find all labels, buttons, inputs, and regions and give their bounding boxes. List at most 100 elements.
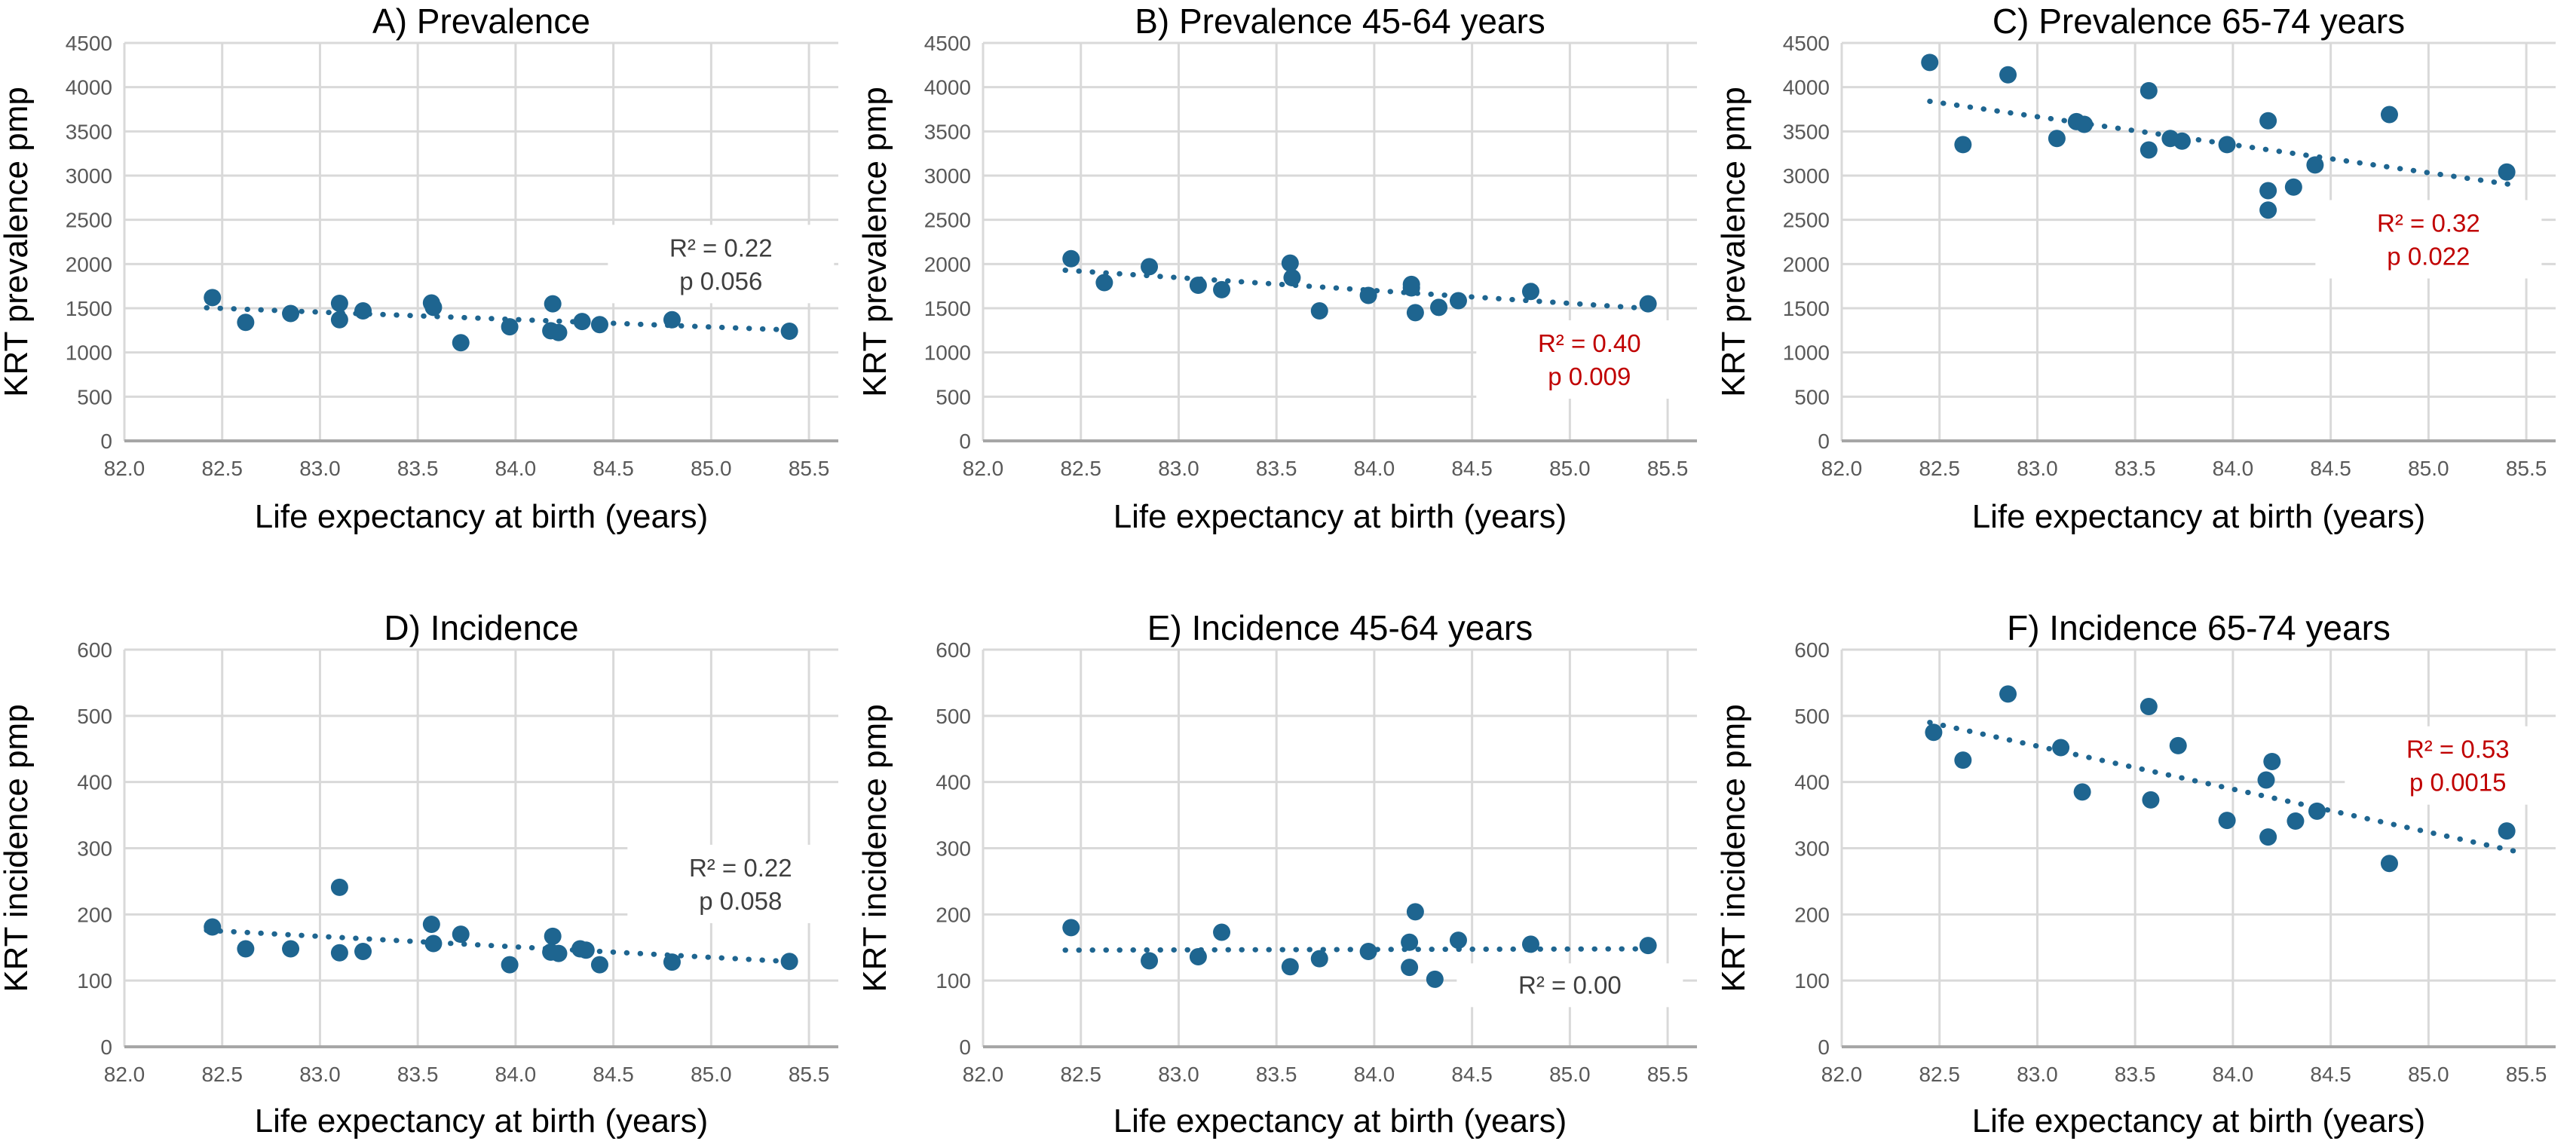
x-tick-label: 82.0 [963,457,1004,480]
data-point [1406,903,1424,921]
y-tick-label: 1500 [924,297,971,320]
trendline [1062,268,1661,312]
x-tick-label: 85.5 [789,457,830,480]
x-tick-label: 84.0 [1354,1063,1395,1086]
data-point [330,310,348,329]
data-point [2380,855,2398,873]
x-tick-label: 84.5 [1451,1063,1493,1086]
x-axis-title: Life expectancy at birth (years) [255,498,709,535]
x-tick-label: 83.5 [2115,1063,2156,1086]
y-tick-label: 2000 [66,252,112,276]
x-tick-label: 85.5 [1647,1063,1689,1086]
y-tick-label: 400 [936,771,971,794]
data-point [2498,163,2516,181]
y-tick-label: 1000 [1783,341,1830,365]
x-tick-label: 82.0 [1821,1063,1863,1086]
trendline [1927,720,2519,855]
panel-title: A) Prevalence [372,2,590,41]
x-tick-label: 85.0 [2408,457,2449,480]
data-point [1426,970,1444,988]
data-point [2259,112,2277,130]
y-axis-title: KRT incidence pmp [859,704,893,992]
stats-label-box [2345,726,2571,805]
x-tick-label: 83.0 [1158,1063,1199,1086]
y-tick-label: 3000 [66,164,112,188]
data-point [2498,822,2516,840]
y-tick-label: 300 [936,837,971,861]
data-point [544,295,562,313]
data-point [452,925,470,944]
data-point [282,304,300,323]
y-tick-label: 600 [936,638,971,662]
x-tick-label: 83.0 [299,1063,341,1086]
y-axis-title: KRT prevalence pmp [1717,87,1752,397]
y-tick-label: 4500 [66,32,112,55]
stats-p-value: p 0.056 [679,267,762,295]
data-point [330,295,348,313]
x-tick-label: 84.5 [2310,1063,2351,1086]
y-tick-label: 500 [936,705,971,728]
chart-svg-b: R² = 0.40 p 0.009 0 500 1000 1500 2000 2500 3000… [859,2,1703,535]
data-point [573,313,591,331]
x-tick-label: 83.0 [299,457,341,480]
data-point [1283,269,1301,287]
y-tick-label: 100 [936,969,971,993]
y-tick-label: 2500 [924,209,971,232]
y-tick-label: 0 [959,430,971,453]
data-point [424,298,443,317]
panel-title: C) Prevalence 65-74 years [1992,2,2405,41]
data-point [1430,298,1448,317]
data-point [1954,751,1972,769]
y-tick-label: 3500 [1783,120,1830,143]
data-point [2140,81,2158,99]
data-point [1141,258,1159,276]
x-tick-label: 85.0 [691,1063,732,1086]
data-point [1310,302,1328,320]
panel-incidence-45-64: R² = 0.00 0 100 200 300 400 500 600 82.0 82.5 83.0… [859,570,1717,1141]
x-tick-label: 83.5 [2115,457,2156,480]
x-tick-label: 83.5 [1256,1063,1297,1086]
panel-title: D) Incidence [384,608,578,647]
data-point [204,289,222,307]
y-tick-label: 4500 [924,32,971,55]
x-tick-label: 84.0 [2213,457,2254,480]
y-tick-label: 300 [1794,837,1830,861]
panel-incidence: R² = 0.22 p 0.058 0 100 200 300 400 500 600 82.0 8… [0,570,859,1141]
y-tick-label: 0 [1818,1035,1830,1059]
data-point [2259,828,2277,846]
y-tick-label: 100 [1794,969,1830,993]
data-point [1281,958,1299,976]
data-point [590,316,608,334]
data-point [1639,295,1657,313]
chart-svg-e: R² = 0.00 0 100 200 300 400 500 600 82.0 82.5 83.0… [859,608,1697,1139]
data-point [1062,919,1080,937]
y-tick-label: 400 [1794,771,1830,794]
panel-incidence-65-74: R² = 0.53 p 0.0015 0 100 200 300 400 500 600 82.0… [1717,570,2576,1141]
stats-p-value: p 0.022 [2387,242,2470,270]
data-point [354,302,372,320]
x-axis-title: Life expectancy at birth (years) [1972,498,2426,535]
data-point [663,953,681,971]
stats-r-squared: R² = 0.32 [2377,209,2480,237]
y-tick-label: 400 [77,771,112,794]
stats-r-squared: R² = 0.22 [669,234,773,262]
y-axis-title: KRT prevalence pmp [0,87,35,397]
chart-svg-a: R² = 0.22 p 0.056 0 500 1000 1500 2000 2500 3000… [0,2,838,535]
y-tick-label: 0 [100,1035,112,1059]
stats-r-squared: R² = 0.53 [2406,736,2510,763]
data-point [550,944,568,962]
y-tick-label: 4000 [66,76,112,99]
x-axis-title: Life expectancy at birth (years) [1113,1103,1567,1139]
y-tick-label: 3000 [1783,164,1830,188]
x-tick-label: 85.5 [2506,457,2547,480]
x-tick-label: 82.5 [1919,457,1960,480]
x-tick-label: 84.5 [2310,457,2351,480]
data-point [1449,292,1467,310]
data-point [1999,66,2017,84]
y-tick-label: 2000 [924,252,971,276]
chart-svg-d: R² = 0.22 p 0.058 0 100 200 300 400 500 600 82.0 8… [0,608,854,1139]
y-tick-label: 2500 [66,209,112,232]
data-point [2306,156,2324,174]
x-tick-label: 84.5 [593,457,634,480]
data-point [1406,304,1424,322]
